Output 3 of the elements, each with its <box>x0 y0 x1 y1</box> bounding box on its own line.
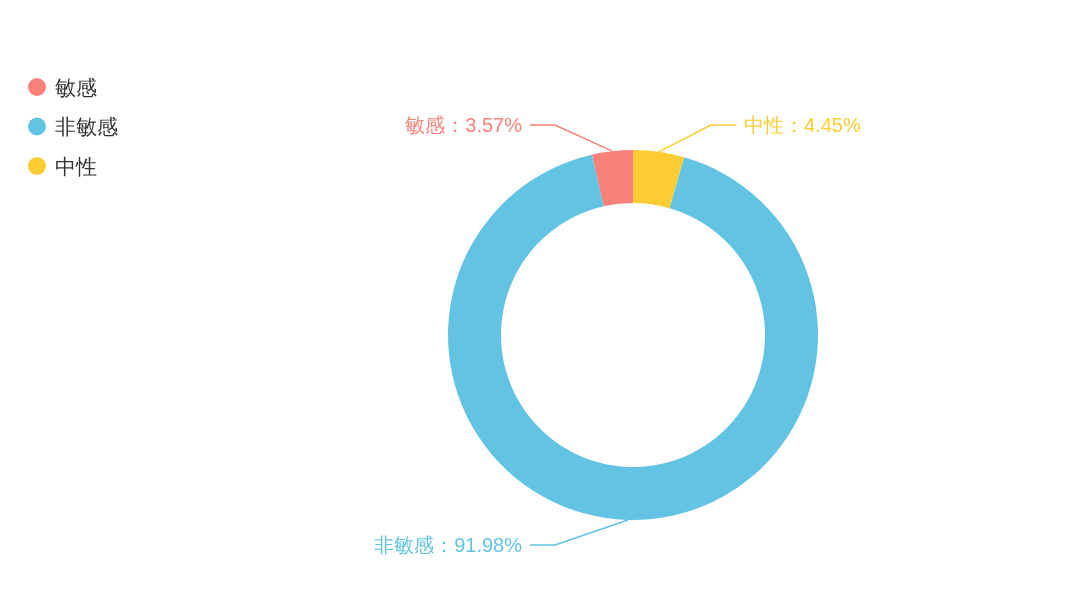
legend-label: 中性 <box>55 154 97 178</box>
legend-label: 非敏感 <box>55 115 118 138</box>
legend-label: 敏感 <box>55 75 97 99</box>
